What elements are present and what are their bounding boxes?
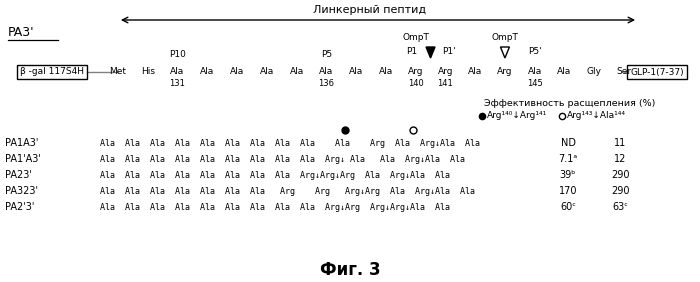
Text: 140: 140 (408, 80, 424, 89)
Text: Эффективность расщепления (%): Эффективность расщепления (%) (484, 98, 656, 107)
Text: 136: 136 (318, 80, 335, 89)
Text: PA23': PA23' (5, 170, 32, 180)
Text: P1': P1' (442, 47, 456, 56)
Text: Arg: Arg (497, 67, 512, 76)
Text: PA2'3': PA2'3' (5, 202, 34, 212)
Text: Ala  Ala  Ala  Ala  Ala  Ala  Ala  Ala  Ala    Ala    Arg  Ala  Arg↓Ala  Ala: Ala Ala Ala Ala Ala Ala Ala Ala Ala Ala … (100, 138, 480, 147)
Text: Фиг. 3: Фиг. 3 (320, 261, 380, 279)
Polygon shape (426, 47, 435, 58)
Text: Arg¹⁴³↓Ala¹⁴⁴: Arg¹⁴³↓Ala¹⁴⁴ (567, 111, 626, 120)
Text: Ala  Ala  Ala  Ala  Ala  Ala  Ala  Ala  Arg↓Arg↓Arg  Ala  Arg↓Ala  Ala: Ala Ala Ala Ala Ala Ala Ala Ala Arg↓Arg↓… (100, 171, 450, 180)
Text: PA1'A3': PA1'A3' (5, 154, 41, 164)
Text: OmpT: OmpT (491, 32, 519, 41)
Text: 145: 145 (527, 80, 542, 89)
Text: 290: 290 (610, 170, 629, 180)
Text: Ala: Ala (349, 67, 363, 76)
Text: His: His (141, 67, 155, 76)
Text: P1: P1 (406, 47, 417, 56)
Text: Arg: Arg (438, 67, 453, 76)
Text: Met: Met (109, 67, 127, 76)
Text: OmpT: OmpT (402, 32, 429, 41)
Text: Линкерный пептид: Линкерный пептид (314, 5, 426, 15)
Text: β -gal 117S4H: β -gal 117S4H (20, 67, 84, 76)
Text: Gly: Gly (587, 67, 602, 76)
Text: Ala  Ala  Ala  Ala  Ala  Ala  Ala   Arg    Arg   Arg↓Arg  Ala  Arg↓Ala  Ala: Ala Ala Ala Ala Ala Ala Ala Arg Arg Arg↓… (100, 186, 475, 195)
Text: P5: P5 (321, 50, 332, 58)
Text: PA1A3': PA1A3' (5, 138, 38, 148)
Text: Ala: Ala (260, 67, 274, 76)
Text: PA323': PA323' (5, 186, 38, 196)
Text: Ala: Ala (230, 67, 244, 76)
Text: 63ᶜ: 63ᶜ (612, 202, 628, 212)
Text: Ala  Ala  Ala  Ala  Ala  Ala  Ala  Ala  Ala  Arg↓ Ala   Ala  Arg↓Ala  Ala: Ala Ala Ala Ala Ala Ala Ala Ala Ala Arg↓… (100, 155, 465, 164)
Text: PA3': PA3' (8, 27, 34, 39)
Text: 141: 141 (438, 80, 454, 89)
Text: Ala: Ala (379, 67, 393, 76)
Text: 12: 12 (614, 154, 626, 164)
Text: 7.1ᵃ: 7.1ᵃ (559, 154, 578, 164)
Text: Ala: Ala (528, 67, 542, 76)
Text: 290: 290 (610, 186, 629, 196)
Text: P10: P10 (169, 50, 186, 58)
Text: 60ᶜ: 60ᶜ (560, 202, 576, 212)
Text: Ala: Ala (468, 67, 482, 76)
Text: 39ᵇ: 39ᵇ (560, 170, 576, 180)
Text: Arg¹⁴⁰↓Arg¹⁴¹: Arg¹⁴⁰↓Arg¹⁴¹ (487, 111, 547, 120)
Text: Arg: Arg (408, 67, 424, 76)
Text: Ala: Ala (557, 67, 572, 76)
Text: 170: 170 (559, 186, 578, 196)
Text: Ala: Ala (290, 67, 304, 76)
Text: 11: 11 (614, 138, 626, 148)
Text: ND: ND (561, 138, 575, 148)
Text: Ala: Ala (200, 67, 214, 76)
Text: 131: 131 (169, 80, 186, 89)
Text: Ala: Ala (319, 67, 333, 76)
Text: Ala: Ala (170, 67, 185, 76)
Text: P5': P5' (528, 47, 542, 56)
Text: Ser: Ser (617, 67, 631, 76)
Text: GLP-1(7-37): GLP-1(7-37) (630, 67, 684, 76)
Text: Ala  Ala  Ala  Ala  Ala  Ala  Ala  Ala  Ala  Arg↓Arg  Arg↓Arg↓Ala  Ala: Ala Ala Ala Ala Ala Ala Ala Ala Ala Arg↓… (100, 202, 450, 212)
